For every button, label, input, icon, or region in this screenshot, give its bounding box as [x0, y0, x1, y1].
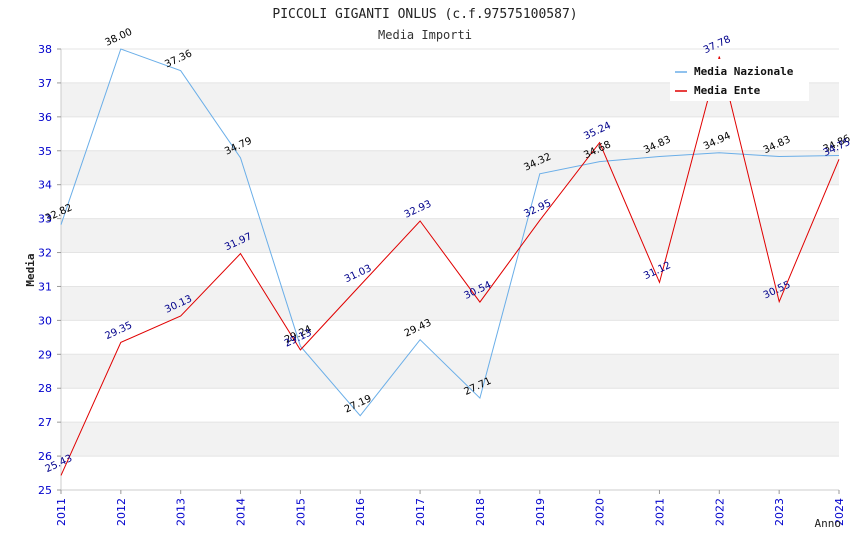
y-tick-label: 38: [38, 43, 52, 56]
legend-label-media-ente: Media Ente: [694, 84, 761, 97]
grid-band: [61, 218, 839, 253]
x-tick-label: 2020: [594, 498, 607, 526]
data-label: 37.36: [163, 48, 194, 70]
x-tick-label: 2018: [474, 498, 487, 526]
x-axis-title: Anno: [815, 517, 842, 530]
chart-subtitle: Media Importi: [378, 28, 472, 42]
grid-band: [61, 286, 839, 321]
y-tick-label: 31: [38, 280, 52, 293]
x-tick-label: 2017: [414, 498, 427, 526]
y-tick-label: 34: [38, 179, 52, 192]
y-tick-labels: 25 26 27 28 29 30 31 32 33 34 35 36 37 38: [38, 43, 52, 497]
x-tick-label: 2011: [55, 498, 68, 526]
data-label: 37.78: [702, 34, 733, 56]
axes: [57, 48, 840, 494]
data-label: 31.12: [642, 260, 673, 282]
x-tick-label: 2015: [294, 498, 307, 526]
legend: Media Nazionale Media Ente: [670, 59, 809, 101]
data-label: 32.93: [403, 199, 434, 221]
x-tick-label: 2019: [534, 498, 547, 526]
legend-box: [670, 59, 809, 101]
data-label: 35.24: [582, 120, 613, 142]
series-line-media-nazionale: [60, 48, 840, 417]
y-tick-label: 35: [38, 145, 52, 158]
series-line-media-ente: [60, 56, 840, 476]
y-tick-label: 29: [38, 348, 52, 361]
y-tick-label: 36: [38, 111, 52, 124]
x-tick-labels: 2011 2012 2013 2014 2015 2016 2017 2018 2019 2020…: [55, 498, 846, 526]
x-tick-label: 2021: [653, 498, 666, 526]
y-tick-label: 37: [38, 77, 52, 90]
y-axis-title: Media: [24, 253, 37, 286]
y-tick-label: 26: [38, 450, 52, 463]
y-tick-label: 32: [38, 247, 52, 260]
data-label: 31.03: [343, 263, 374, 285]
data-label: 32.95: [522, 198, 553, 220]
y-tick-label: 30: [38, 314, 52, 327]
grid-band: [61, 422, 839, 457]
grid-band: [61, 354, 839, 389]
x-tick-label: 2022: [713, 498, 726, 526]
x-tick-label: 2014: [235, 498, 248, 526]
y-tick-label: 28: [38, 382, 52, 395]
y-tick-label: 33: [38, 213, 52, 226]
legend-label-media-nazionale: Media Nazionale: [694, 65, 794, 78]
x-tick-label: 2016: [354, 498, 367, 526]
x-tick-label: 2012: [115, 498, 128, 526]
x-tick-label: 2024: [833, 498, 846, 526]
x-tick-label: 2023: [773, 498, 786, 526]
x-tick-label: 2013: [175, 498, 188, 526]
grid-band: [61, 150, 839, 185]
y-tick-label: 25: [38, 484, 52, 497]
data-label: 34.94: [702, 130, 733, 152]
y-tick-label: 27: [38, 416, 52, 429]
chart-title: PICCOLI GIGANTI ONLUS (c.f.97575100587): [272, 7, 577, 22]
data-label: 27.19: [343, 393, 374, 415]
data-label: 38.00: [103, 27, 134, 49]
